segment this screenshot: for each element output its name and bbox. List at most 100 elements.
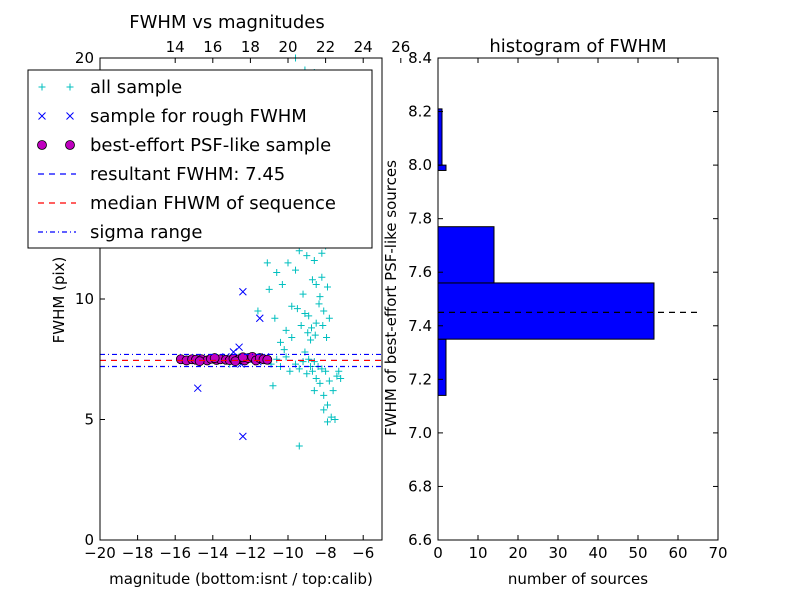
series-0-point [312, 375, 320, 383]
series-0-point [320, 406, 328, 414]
top-x-tick-label: 16 [203, 38, 222, 56]
series-0-point [308, 367, 316, 375]
series-0-point [295, 365, 303, 373]
series-0-point [295, 442, 303, 450]
right-x-tick-label: 10 [468, 544, 487, 562]
right-y-tick-label: 8.4 [408, 49, 432, 67]
series-0-point [273, 355, 281, 363]
series-0-point [323, 283, 331, 291]
series-0-point [307, 336, 315, 344]
series-1-point [255, 314, 264, 323]
series-0-point [280, 346, 288, 354]
right-plot-area: 0 10 20 30 40 50 60 70 6.6 6.8 7.0 7.2 7.4 7.6 7.8 8.0 8… [408, 49, 727, 562]
left-x-tick-label: −12 [235, 544, 267, 562]
series-0-point [308, 276, 316, 284]
top-x-tick-label: 24 [354, 38, 373, 56]
top-x-tick-label: 14 [166, 38, 185, 56]
series-0-point [335, 367, 343, 375]
series-1-point [239, 287, 247, 296]
right-y-axis-label: FWHM of best-effort PSF-like sources [382, 160, 400, 436]
series-0-point [312, 319, 320, 327]
series-0-point [327, 413, 335, 421]
series-0-point [292, 266, 300, 274]
left-x-tick-label: −6 [352, 544, 374, 562]
right-histogram-panel: histogram of FWHM 0 10 20 30 40 50 60 70 6.6 6.8 7… [382, 36, 728, 588]
series-0-point [278, 281, 286, 289]
series-0-point [311, 331, 319, 339]
series-0-point [318, 365, 326, 373]
series-0-point [299, 358, 307, 366]
series-0-point [265, 285, 273, 293]
series-0-point [310, 387, 318, 395]
series-0-point [331, 416, 339, 423]
right-x-tick-label: 0 [433, 544, 443, 562]
series-2-point [194, 356, 205, 367]
top-x-tick-label: 26 [391, 38, 410, 56]
right-y-tick-label: 8.0 [408, 156, 432, 174]
right-y-tick-label: 8.2 [408, 103, 432, 121]
series-0-point [282, 353, 290, 361]
series-0-point [301, 309, 309, 317]
left-chart-title: FWHM vs magnitudes [129, 12, 324, 33]
right-x-axis-label: number of sources [508, 570, 648, 588]
series-0-point [325, 314, 333, 322]
top-x-tick-label: 22 [316, 38, 335, 56]
series-0-point [284, 259, 292, 267]
series-0-point [276, 338, 284, 346]
series-0-point [305, 312, 313, 320]
right-y-tick-label: 6.8 [408, 477, 432, 495]
right-x-tick-label: 60 [668, 544, 687, 562]
series-0-point [318, 273, 326, 281]
series-0-point [318, 249, 326, 257]
left-y-tick-label: 0 [84, 531, 94, 549]
legend-marker [66, 83, 74, 91]
series-0-point [329, 387, 337, 395]
series-0-point [293, 305, 301, 313]
series-0-point [337, 375, 345, 383]
legend-label: resultant FWHM: 7.45 [90, 164, 285, 185]
series-0-point [299, 290, 307, 298]
legend-label: best-effort PSF-like sample [90, 135, 331, 156]
series-0-point [288, 334, 296, 342]
left-x-tick-label: −8 [315, 544, 337, 562]
left-scatter-panel: FWHM vs magnitudes −20 −18 −16 −14 −12 −10 −8−… [27, 12, 410, 588]
series-0-point [286, 367, 294, 375]
legend-marker [38, 112, 46, 120]
left-x-tick-label: −14 [197, 544, 229, 562]
series-1-point [239, 432, 247, 441]
histogram-bar [437, 108, 443, 166]
top-x-tick-label: 18 [241, 38, 260, 56]
histogram-bar [437, 164, 447, 171]
legend-label: sigma range [90, 222, 202, 243]
series-0-point [312, 281, 320, 289]
left-y-tick-label: 10 [75, 290, 94, 308]
series-0-point [308, 324, 315, 332]
series-0-point [303, 370, 311, 378]
right-y-tick-label: 6.6 [408, 531, 432, 549]
right-x-tick-label: 70 [708, 544, 727, 562]
legend-label: median FHWM of sequence [90, 193, 336, 214]
left-x-axis-label: magnitude (bottom:isnt / top:calib) [109, 570, 373, 588]
series-0-point [254, 307, 262, 315]
series-0-point [323, 418, 331, 426]
series-0-point [315, 300, 323, 308]
top-x-tick-label: 20 [278, 38, 297, 56]
legend-label: all sample [90, 77, 182, 98]
left-y-tick-label: 20 [75, 49, 94, 67]
series-0-point [303, 252, 311, 260]
right-x-tick-label: 50 [628, 544, 647, 562]
series-0-point [269, 382, 277, 390]
series-0-point [271, 314, 279, 322]
legend-box [27, 69, 373, 249]
left-x-tick-label: −10 [272, 544, 304, 562]
left-x-tick-label: −16 [159, 544, 191, 562]
histogram-bar [437, 226, 495, 284]
right-chart-title: histogram of FWHM [489, 36, 666, 57]
series-0-point [316, 379, 324, 387]
right-x-tick-label: 40 [588, 544, 607, 562]
series-1-point [235, 343, 243, 352]
series-0-point [263, 259, 271, 267]
legend-marker [37, 140, 47, 150]
legend-marker [38, 83, 46, 91]
